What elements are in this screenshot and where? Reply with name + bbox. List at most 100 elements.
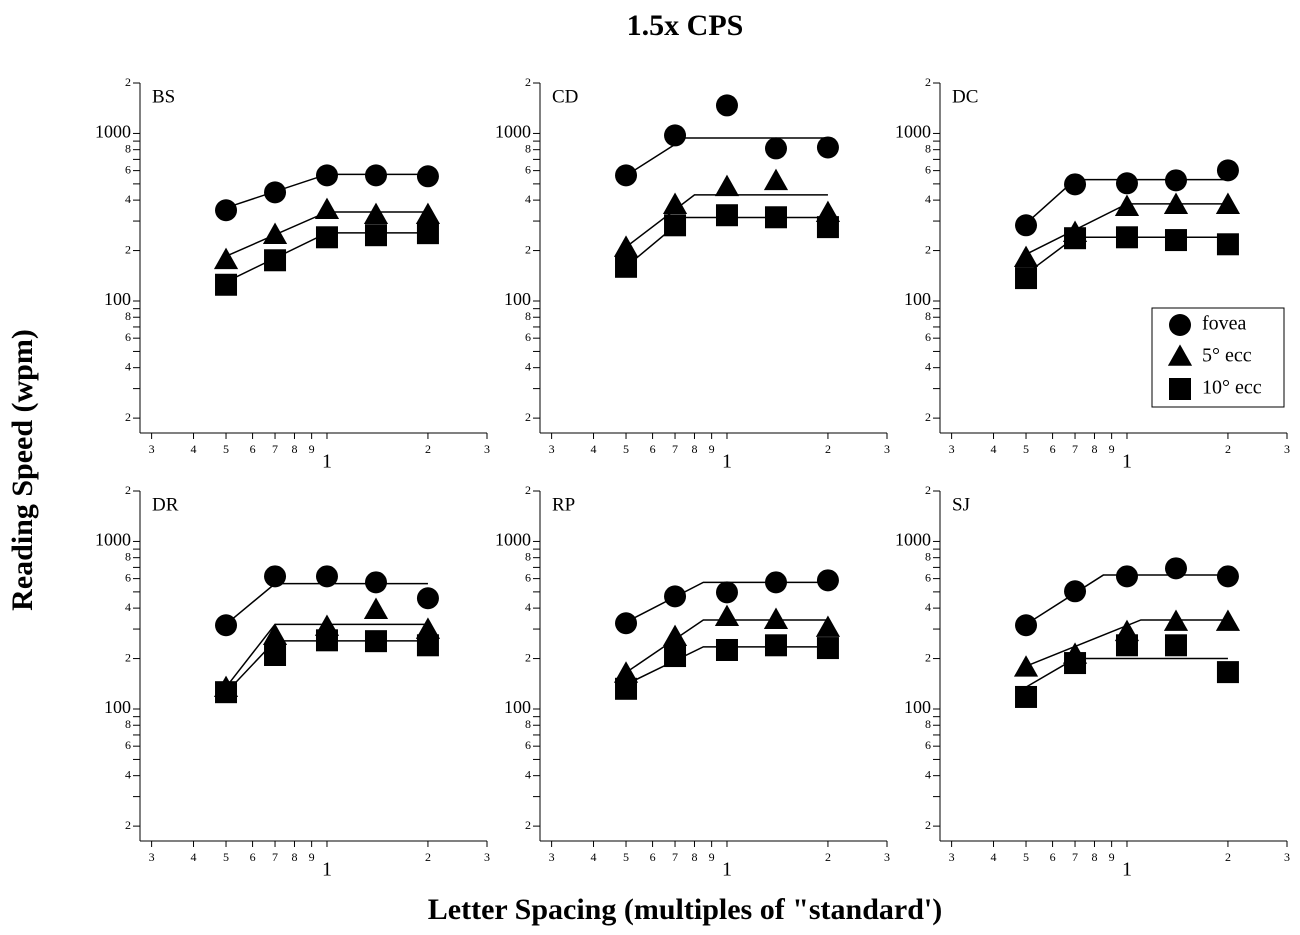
x-tick-label: 1	[722, 859, 732, 881]
x-tick-label: 3	[149, 850, 155, 864]
y-tick-label: 2	[525, 75, 531, 89]
x-tick-label: 9	[709, 850, 715, 864]
y-tick-label: 1000	[895, 530, 931, 550]
marker-circle	[615, 164, 638, 187]
marker-circle	[1115, 565, 1138, 588]
marker-square	[1216, 233, 1239, 256]
marker-circle	[215, 199, 238, 222]
x-tick-label: 1	[322, 859, 332, 881]
marker-square	[364, 224, 387, 247]
marker-circle	[615, 612, 638, 635]
x-tick-label: 9	[1109, 442, 1115, 456]
x-tick-label: 5	[623, 442, 629, 456]
marker-square	[264, 249, 287, 272]
x-tick-label: 4	[591, 442, 597, 456]
y-tick-label: 8	[925, 717, 931, 731]
marker-square	[715, 204, 738, 227]
marker-circle	[1064, 173, 1087, 196]
y-tick-label: 8	[525, 141, 531, 155]
y-tick-label: 2	[125, 410, 131, 424]
y-tick-label: 6	[525, 738, 531, 752]
y-tick-label: 6	[525, 162, 531, 176]
x-tick-label: 4	[191, 850, 197, 864]
x-tick-label: 3	[549, 850, 555, 864]
marker-square	[1015, 267, 1038, 290]
marker-circle	[264, 181, 287, 204]
y-tick-label: 2	[525, 650, 531, 664]
x-tick-label: 9	[309, 442, 315, 456]
marker-square	[664, 214, 687, 237]
marker-square	[416, 634, 439, 657]
marker-square	[364, 630, 387, 653]
y-tick-label: 6	[125, 162, 131, 176]
x-tick-label: 5	[1023, 442, 1029, 456]
y-tick-label: 2	[125, 818, 131, 832]
marker-triangle	[363, 597, 389, 619]
x-tick-label: 9	[709, 442, 715, 456]
marker-triangle	[1163, 609, 1189, 631]
x-tick-label: 2	[425, 442, 431, 456]
x-tick-label: 5	[223, 850, 229, 864]
marker-triangle	[815, 615, 841, 637]
marker-triangle	[1167, 344, 1193, 366]
marker-circle	[664, 124, 687, 147]
x-tick-label: 6	[250, 442, 256, 456]
marker-circle	[215, 614, 238, 637]
y-tick-label: 2	[125, 483, 131, 497]
y-tick-label: 100	[104, 289, 131, 309]
y-tick-label: 4	[525, 359, 531, 373]
marker-circle	[715, 581, 738, 604]
y-tick-label: 100	[104, 697, 131, 717]
marker-triangle	[714, 174, 740, 197]
x-tick-label: 6	[1050, 442, 1056, 456]
y-tick-label: 4	[525, 600, 531, 614]
marker-square	[615, 255, 638, 278]
x-tick-label: 3	[484, 850, 490, 864]
y-tick-label: 4	[925, 359, 931, 373]
x-tick-label: 5	[1023, 850, 1029, 864]
y-tick-label: 8	[525, 309, 531, 323]
y-tick-label: 6	[925, 570, 931, 584]
marker-circle	[315, 164, 338, 187]
panel-label: SJ	[952, 494, 970, 515]
marker-square	[1164, 229, 1187, 252]
x-tick-label: 6	[250, 850, 256, 864]
x-tick-label: 7	[672, 850, 678, 864]
marker-triangle	[314, 197, 340, 220]
legend-label: 5° ecc	[1202, 345, 1252, 367]
marker-square	[1164, 634, 1187, 657]
y-tick-label: 6	[525, 570, 531, 584]
marker-triangle	[262, 623, 288, 645]
marker-circle	[816, 569, 839, 592]
marker-square	[764, 634, 787, 657]
x-axis-label: Letter Spacing (multiples of "standard')	[428, 893, 942, 926]
y-tick-label: 2	[525, 818, 531, 832]
x-tick-label: 2	[1225, 442, 1231, 456]
x-tick-label: 6	[1050, 850, 1056, 864]
y-tick-label: 8	[125, 141, 131, 155]
x-tick-label: 3	[484, 442, 490, 456]
fit-line	[625, 194, 828, 248]
marker-square	[615, 677, 638, 700]
x-tick-label: 1	[722, 451, 732, 473]
marker-triangle	[613, 235, 639, 257]
x-tick-label: 4	[191, 442, 197, 456]
legend-label: fovea	[1202, 313, 1247, 335]
x-tick-label: 4	[991, 850, 997, 864]
marker-square	[264, 644, 287, 667]
marker-triangle	[363, 202, 389, 225]
marker-circle	[1015, 614, 1038, 637]
x-tick-label: 7	[1072, 850, 1078, 864]
y-tick-label: 100	[504, 697, 531, 717]
y-tick-label: 8	[925, 549, 931, 563]
marker-circle	[1216, 159, 1239, 182]
y-tick-label: 8	[925, 141, 931, 155]
marker-square	[215, 681, 238, 704]
x-tick-label: 8	[1091, 850, 1097, 864]
x-tick-label: 8	[1091, 442, 1097, 456]
y-tick-label: 6	[925, 738, 931, 752]
x-tick-label: 1	[322, 451, 332, 473]
y-tick-label: 2	[125, 242, 131, 256]
marker-square	[816, 216, 839, 239]
y-tick-label: 2	[925, 75, 931, 89]
